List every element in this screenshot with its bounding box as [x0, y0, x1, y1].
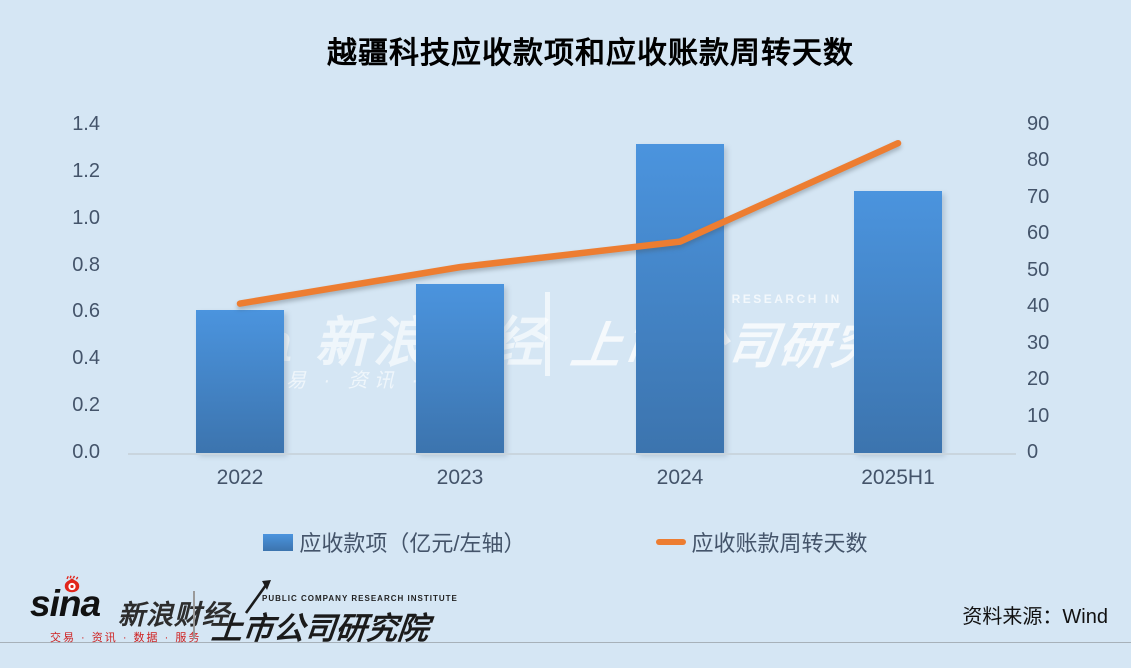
bar-series-label: 应收款项（亿元/左轴）	[299, 531, 526, 556]
right-axis-tick: 60	[1027, 222, 1050, 245]
bar-series-swatch	[263, 533, 294, 551]
institute-name: 上市公司研究院	[209, 611, 431, 646]
left-axis-tick: 0.2	[72, 394, 100, 417]
legend-item-bar: 应收款项（亿元/左轴）	[263, 526, 526, 558]
bar-2023	[416, 284, 504, 453]
arrow-up-icon	[240, 579, 274, 622]
left-axis-tick: 0.6	[72, 300, 100, 323]
bar-2024	[636, 143, 724, 453]
watermark-divider	[545, 292, 550, 376]
legend: 应收款项（亿元/左轴） 应收账款周转天数	[0, 526, 1131, 558]
sina-tagline: 交易 · 资讯 · 数据 · 服务	[50, 632, 202, 644]
right-axis-tick: 30	[1027, 331, 1050, 354]
chart-title: 越疆科技应收款项和应收账款周转天数	[327, 37, 854, 70]
bar-2025H1	[854, 190, 942, 453]
right-axis-tick: 20	[1027, 368, 1050, 391]
sina-finance-logo: sina 新浪财经 交易 · 资讯 · 数据 · 服务	[30, 575, 229, 644]
right-axis-tick: 10	[1027, 404, 1050, 427]
institute-caps-label: PUBLIC COMPANY RESEARCH INSTITUTE	[262, 594, 458, 603]
data-source-label: 资料来源：Wind	[962, 606, 1108, 628]
bar-2022	[196, 310, 284, 453]
left-axis-tick: 1.2	[72, 159, 100, 182]
x-axis-label-2022: 2022	[216, 466, 264, 489]
left-axis-tick: 1.0	[72, 206, 100, 229]
sina-brand-name: 新浪财经	[118, 600, 230, 630]
right-axis-tick: 80	[1027, 149, 1050, 172]
legend-item-line: 应收账款周转天数	[655, 526, 868, 558]
x-axis-label-2024: 2024	[656, 466, 704, 489]
x-axis-label-2023: 2023	[436, 466, 484, 489]
line-series-path	[236, 139, 902, 307]
line-series-label: 应收账款周转天数	[691, 531, 868, 556]
line-series-swatch	[655, 539, 686, 545]
right-axis-tick: 0	[1027, 441, 1039, 463]
footer-logo-divider	[193, 591, 195, 639]
right-axis-tick: 70	[1027, 185, 1050, 208]
footer-separator	[0, 642, 1131, 643]
sina-eye-icon	[62, 575, 82, 600]
footer: sina 新浪财经 交易 · 资讯 · 数据 · 服务 PUBLIC COMPA…	[0, 575, 1131, 646]
sina-wordmark: sina	[30, 583, 101, 624]
left-axis-tick: 1.4	[72, 113, 100, 135]
left-axis-tick: 0.0	[72, 441, 100, 463]
x-axis-line	[128, 453, 1016, 455]
right-axis-tick: 40	[1027, 295, 1050, 318]
left-axis-tick: 0.8	[72, 253, 100, 276]
left-axis-tick: 0.4	[72, 347, 100, 370]
right-axis-tick: 90	[1027, 113, 1050, 135]
right-axis-tick: 50	[1027, 258, 1050, 281]
x-axis-label-2025H1: 2025H1	[861, 466, 935, 489]
